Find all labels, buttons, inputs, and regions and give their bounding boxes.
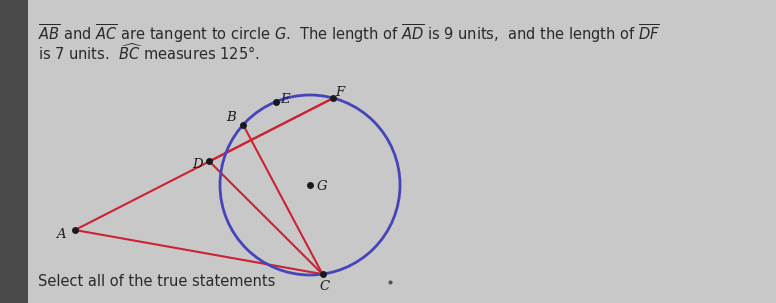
Text: F: F xyxy=(336,85,345,98)
Text: $\overline{AB}$ and $\overline{AC}$ are tangent to circle $G$.  The length of $\: $\overline{AB}$ and $\overline{AC}$ are … xyxy=(38,22,660,45)
Text: D: D xyxy=(192,158,203,171)
Text: A: A xyxy=(56,228,66,241)
Text: G: G xyxy=(317,181,327,194)
Text: Select all of the true statements: Select all of the true statements xyxy=(38,274,275,289)
Text: C: C xyxy=(320,280,330,293)
Text: is 7 units.  $\widehat{BC}$ measures 125°.: is 7 units. $\widehat{BC}$ measures 125°… xyxy=(38,42,260,63)
Text: B: B xyxy=(227,111,236,124)
Text: E: E xyxy=(280,93,290,106)
Bar xyxy=(0,0,28,303)
